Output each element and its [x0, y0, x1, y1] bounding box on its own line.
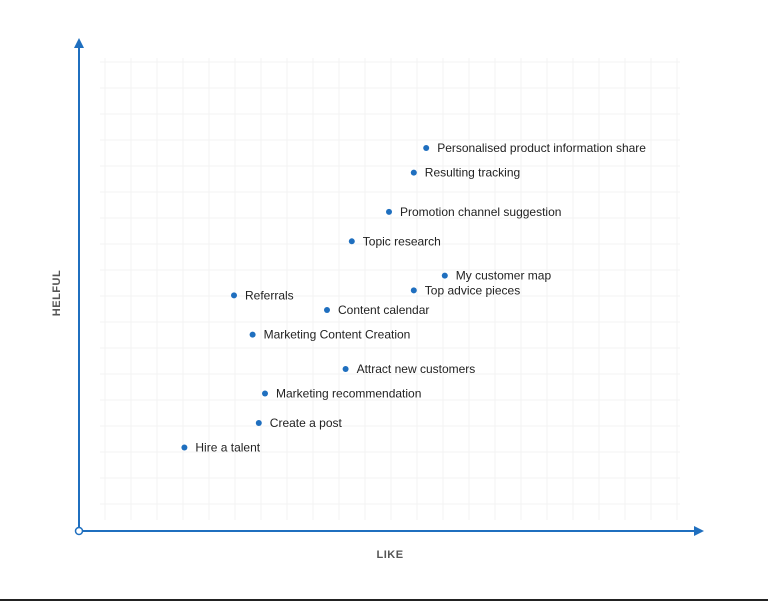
- data-point: Hire a talent: [181, 441, 261, 455]
- y-axis-arrow: [74, 38, 84, 48]
- data-point-label: Top advice pieces: [425, 283, 520, 297]
- x-axis-title: LIKE: [376, 549, 403, 561]
- data-point-marker: [181, 444, 188, 451]
- data-point-label: Marketing Content Creation: [264, 328, 411, 342]
- data-point-marker: [231, 292, 237, 299]
- data-point: Content calendar: [324, 303, 429, 317]
- data-point: Topic research: [348, 234, 441, 248]
- data-point: Resulting tracking: [410, 166, 520, 180]
- data-point-marker: [255, 419, 262, 426]
- data-point-label: Attract new customers: [357, 362, 476, 376]
- data-point: My customer map: [441, 269, 552, 283]
- data-point-marker: [386, 208, 392, 215]
- data-point-label: Marketing recommendation: [276, 387, 421, 401]
- data-point: Create a post: [255, 416, 343, 430]
- data-point-marker: [410, 287, 417, 294]
- data-point-label: Hire a talent: [195, 441, 260, 455]
- x-axis-arrow: [694, 526, 704, 536]
- data-point-label: Resulting tracking: [425, 166, 520, 180]
- data-point-marker: [249, 331, 256, 338]
- data-point: Attract new customers: [342, 362, 476, 376]
- origin-marker: [74, 526, 84, 536]
- data-point-marker: [423, 145, 430, 152]
- data-point-label: Personalised product information share: [437, 141, 646, 155]
- data-point-label: Promotion channel suggestion: [400, 205, 561, 219]
- bottom-border: [0, 599, 768, 601]
- y-axis-title: HELFUL: [51, 270, 63, 316]
- data-point-label: Referrals: [245, 288, 294, 302]
- data-point: Referrals: [231, 288, 294, 302]
- axes: LIKE HELFUL: [51, 38, 704, 561]
- data-point-marker: [324, 307, 330, 314]
- data-point-marker: [348, 238, 355, 245]
- data-point-marker: [410, 169, 417, 176]
- data-point: Marketing recommendation: [262, 387, 421, 401]
- data-point-marker: [262, 390, 268, 397]
- data-point-marker: [342, 365, 349, 372]
- data-point: Promotion channel suggestion: [386, 205, 561, 219]
- data-point-label: Content calendar: [338, 303, 429, 317]
- data-point-marker: [441, 272, 448, 279]
- grid: [100, 58, 680, 520]
- data-points: Personalised product information share Re…: [181, 141, 646, 455]
- data-point-label: Create a post: [270, 416, 343, 430]
- data-point: Top advice pieces: [410, 283, 520, 297]
- data-point: Personalised product information share: [423, 141, 646, 155]
- data-point-label: Topic research: [363, 234, 441, 248]
- data-point: Marketing Content Creation: [249, 328, 411, 342]
- data-point-label: My customer map: [456, 269, 552, 283]
